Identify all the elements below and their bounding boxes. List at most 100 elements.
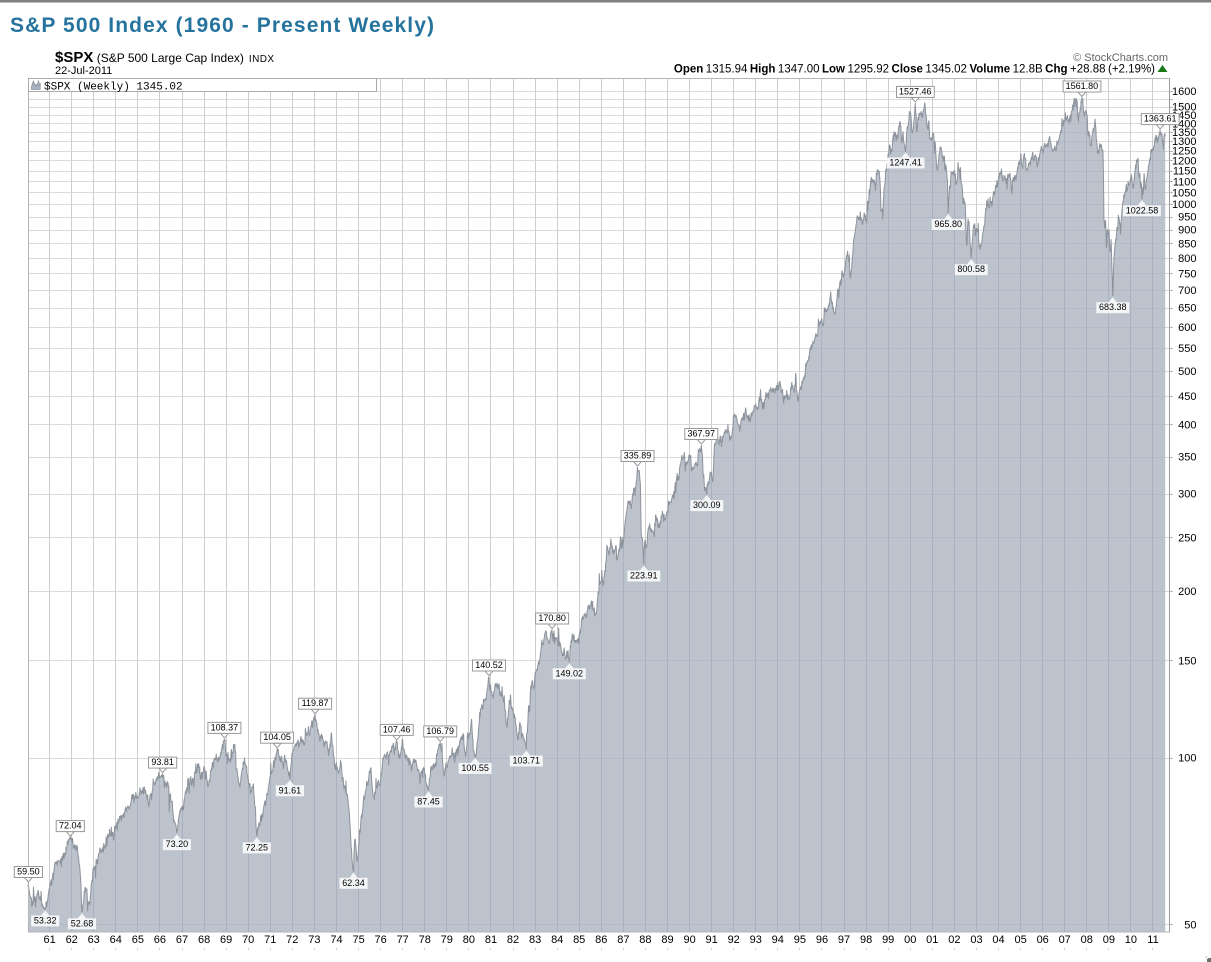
svg-text:104.05: 104.05 — [263, 732, 291, 742]
svg-text:73: 73 — [308, 934, 320, 946]
svg-text:1300: 1300 — [1172, 136, 1196, 148]
svg-text:© StockCharts.com: © StockCharts.com — [1073, 52, 1168, 64]
svg-text:300: 300 — [1178, 489, 1196, 501]
svg-text:150: 150 — [1178, 655, 1196, 667]
svg-text:850: 850 — [1178, 238, 1196, 250]
svg-text:05: 05 — [1014, 934, 1026, 946]
svg-text:650: 650 — [1178, 303, 1196, 315]
svg-text:22-Jul-2011: 22-Jul-2011 — [55, 65, 112, 77]
svg-text:500: 500 — [1178, 366, 1196, 378]
svg-text:88: 88 — [639, 934, 651, 946]
svg-text:1000: 1000 — [1172, 199, 1196, 211]
svg-text:98: 98 — [860, 934, 872, 946]
svg-text:335.89: 335.89 — [624, 451, 652, 461]
svg-text:66: 66 — [154, 934, 166, 946]
svg-text:72: 72 — [286, 934, 298, 946]
svg-text:1600: 1600 — [1172, 86, 1196, 98]
svg-text:83: 83 — [529, 934, 541, 946]
svg-text:200: 200 — [1178, 586, 1196, 598]
svg-text:750: 750 — [1178, 268, 1196, 280]
svg-text:97: 97 — [838, 934, 850, 946]
svg-text:91: 91 — [705, 934, 717, 946]
svg-text:50: 50 — [1184, 919, 1196, 931]
svg-text:107.46: 107.46 — [383, 724, 411, 734]
svg-text:800.58: 800.58 — [957, 264, 985, 274]
svg-text:300.09: 300.09 — [693, 500, 721, 510]
svg-text:70: 70 — [242, 934, 254, 946]
svg-text:$SPX (Weekly) 1345.02: $SPX (Weekly) 1345.02 — [44, 82, 183, 94]
svg-text:87: 87 — [617, 934, 629, 946]
svg-text:03: 03 — [970, 934, 982, 946]
svg-text:06: 06 — [1037, 934, 1049, 946]
svg-text:1561.80: 1561.80 — [1066, 81, 1099, 91]
svg-text:91.61: 91.61 — [279, 785, 302, 795]
svg-text:1527.46: 1527.46 — [899, 86, 932, 96]
svg-text:00: 00 — [904, 934, 916, 946]
svg-text:02: 02 — [948, 934, 960, 946]
svg-text:550: 550 — [1178, 343, 1196, 355]
svg-text:1247.41: 1247.41 — [889, 158, 922, 168]
svg-text:103.71: 103.71 — [513, 756, 541, 766]
svg-text:149.02: 149.02 — [556, 668, 584, 678]
svg-text:84: 84 — [551, 934, 563, 946]
svg-text:73.20: 73.20 — [166, 839, 189, 849]
svg-text:100.55: 100.55 — [461, 763, 489, 773]
svg-text:77: 77 — [397, 934, 409, 946]
svg-text:400: 400 — [1178, 420, 1196, 432]
svg-text:75: 75 — [352, 934, 364, 946]
svg-text:119.87: 119.87 — [302, 698, 329, 708]
svg-text:1022.58: 1022.58 — [1126, 205, 1159, 215]
svg-text:79: 79 — [441, 934, 453, 946]
svg-text:71: 71 — [264, 934, 276, 946]
svg-text:108.37: 108.37 — [211, 722, 239, 732]
svg-text:90: 90 — [683, 934, 695, 946]
svg-text:10: 10 — [1125, 934, 1137, 946]
svg-text:1363.61: 1363.61 — [1144, 114, 1177, 124]
svg-text:89: 89 — [661, 934, 673, 946]
svg-text:01: 01 — [926, 934, 938, 946]
svg-text:80: 80 — [463, 934, 475, 946]
svg-text:367.97: 367.97 — [688, 429, 716, 439]
svg-text:965.80: 965.80 — [934, 219, 962, 229]
svg-text:62: 62 — [66, 934, 78, 946]
svg-text:04: 04 — [992, 934, 1004, 946]
svg-text:68: 68 — [198, 934, 210, 946]
svg-text:69: 69 — [220, 934, 232, 946]
svg-text:900: 900 — [1178, 225, 1196, 237]
svg-text:1050: 1050 — [1172, 188, 1196, 200]
svg-text:1200: 1200 — [1172, 155, 1196, 167]
svg-text:11: 11 — [1147, 934, 1158, 946]
svg-text:683.38: 683.38 — [1099, 302, 1127, 312]
svg-text:106.79: 106.79 — [426, 726, 454, 736]
svg-text:1250: 1250 — [1172, 146, 1196, 158]
svg-text:99: 99 — [882, 934, 894, 946]
svg-text:63: 63 — [88, 934, 100, 946]
svg-text:09: 09 — [1103, 934, 1115, 946]
svg-text:82: 82 — [507, 934, 519, 946]
svg-text:S&P 500 Index (1960 - Present: S&P 500 Index (1960 - Present Weekly) — [10, 14, 435, 37]
svg-text:950: 950 — [1178, 212, 1196, 224]
svg-text:59.50: 59.50 — [17, 867, 40, 877]
svg-text:53.32: 53.32 — [34, 915, 57, 925]
svg-text:223.91: 223.91 — [630, 571, 658, 581]
svg-text:450: 450 — [1178, 391, 1196, 403]
svg-text:350: 350 — [1178, 452, 1196, 464]
svg-text:78: 78 — [419, 934, 431, 946]
svg-text:72.04: 72.04 — [59, 821, 82, 831]
svg-text:95: 95 — [794, 934, 806, 946]
svg-text:94: 94 — [772, 934, 784, 946]
svg-text:81: 81 — [485, 934, 497, 946]
svg-text:1500: 1500 — [1172, 102, 1196, 114]
svg-text:170.80: 170.80 — [538, 613, 566, 623]
svg-text:250: 250 — [1178, 533, 1196, 545]
svg-text:1350: 1350 — [1172, 127, 1196, 139]
svg-text:92: 92 — [728, 934, 740, 946]
svg-text:67: 67 — [176, 934, 188, 946]
svg-text:87.45: 87.45 — [417, 797, 440, 807]
svg-text:62.34: 62.34 — [342, 878, 365, 888]
svg-text:$SPX (S&P 500 Large Cap Index): $SPX (S&P 500 Large Cap Index) INDX — [55, 49, 274, 66]
svg-text:72.25: 72.25 — [246, 842, 269, 852]
svg-text:800: 800 — [1178, 253, 1196, 265]
svg-text:74: 74 — [330, 934, 342, 946]
svg-text:1100: 1100 — [1173, 176, 1197, 188]
